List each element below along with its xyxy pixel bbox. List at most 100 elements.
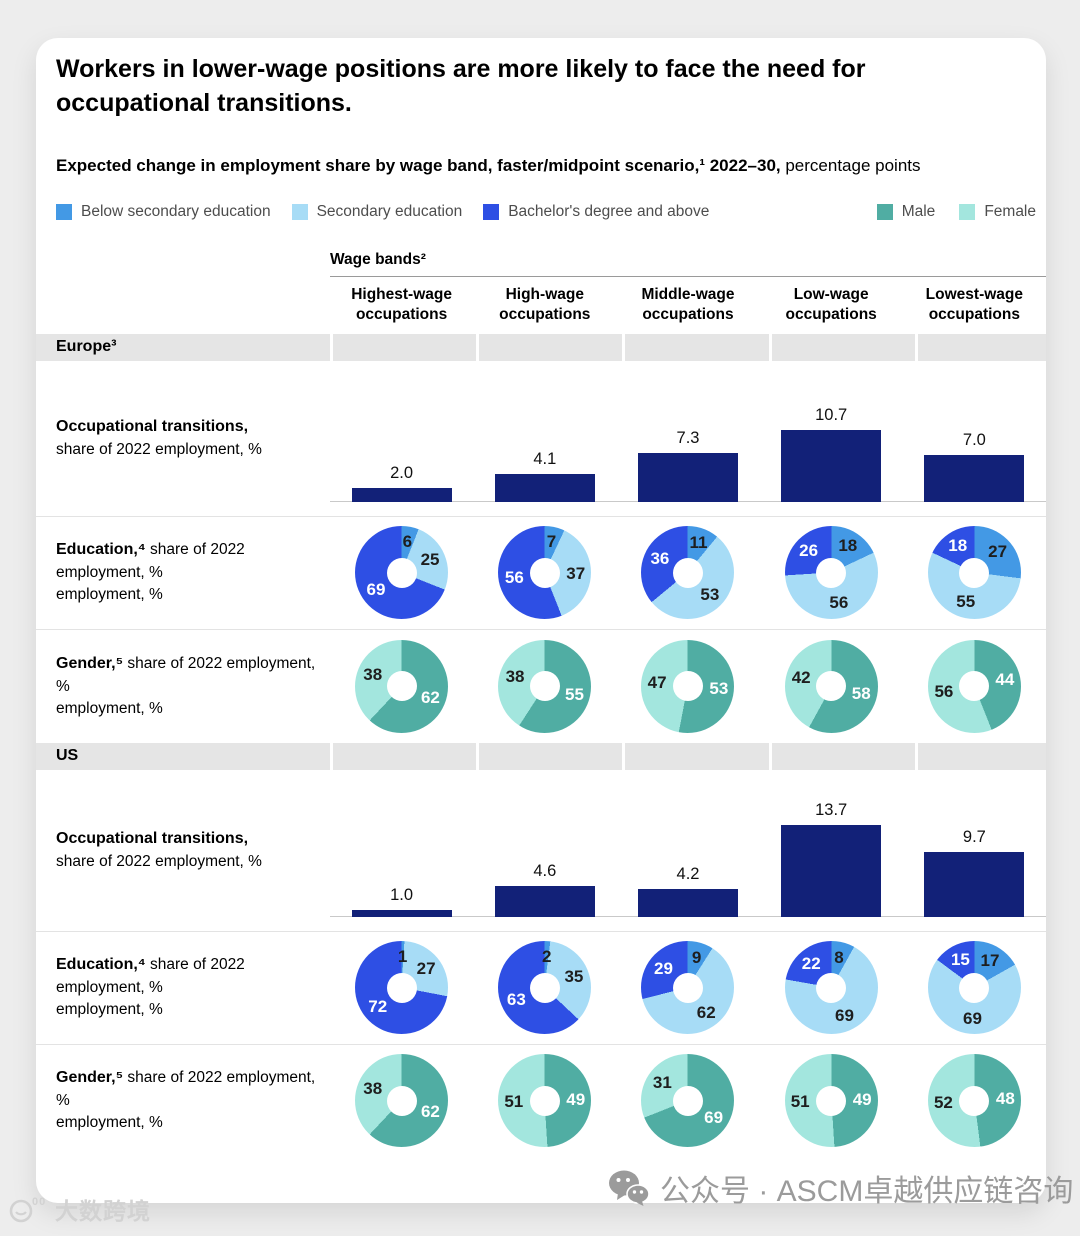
donut-cell: 58 42 bbox=[760, 630, 903, 743]
donut-chart: 6 25 69 bbox=[355, 526, 449, 620]
donut-value-label: 55 bbox=[956, 592, 976, 612]
column-header-highest-wage: Highest-wage occupations bbox=[351, 286, 452, 323]
donut-hole bbox=[529, 1085, 560, 1116]
donut-hole bbox=[386, 972, 417, 1003]
europe-education-donuts: 6 25 69 7 37 56 11 53 36 18 56 26 27 55 18 bbox=[330, 517, 1046, 629]
wage-bands-header: Wage bands² bbox=[36, 251, 1046, 277]
donut-cell: 17 69 15 bbox=[903, 932, 1046, 1044]
section-header-us: US bbox=[36, 742, 1046, 770]
legend: Below secondary education Secondary educ… bbox=[56, 203, 1040, 221]
donut-hole bbox=[529, 557, 560, 588]
bar bbox=[351, 488, 452, 502]
legend-item-below-secondary: Below secondary education bbox=[56, 203, 271, 221]
page-title: Workers in lower-wage positions are more… bbox=[56, 55, 866, 117]
wechat-icon bbox=[609, 1170, 650, 1206]
bar-cell: 4.2 bbox=[616, 865, 759, 917]
donut-cell: 9 62 29 bbox=[616, 932, 759, 1044]
donut-hole bbox=[816, 972, 847, 1003]
donut-chart: 55 38 bbox=[498, 639, 592, 733]
donut-value-label: 17 bbox=[980, 950, 1000, 970]
bar-value-label: 4.6 bbox=[533, 861, 557, 880]
donut-value-label: 42 bbox=[791, 668, 811, 688]
donut-value-label: 11 bbox=[689, 533, 708, 553]
bar-value-label: 4.1 bbox=[533, 450, 557, 469]
row-europe-education: Education,⁴ share of 2022 employment, % e… bbox=[36, 517, 1046, 629]
column-header-low-wage: Low-wage occupations bbox=[785, 286, 877, 323]
donut-chart: 18 56 26 bbox=[784, 526, 878, 620]
legend-label: Secondary education bbox=[316, 203, 463, 220]
bar-value-label: 4.2 bbox=[676, 864, 700, 883]
watermark-right-text: 公众号 · ASCM卓越供应链咨询 bbox=[660, 1175, 1074, 1208]
donut-cell: 18 56 26 bbox=[760, 517, 903, 629]
us-gender-donuts: 62 38 49 51 69 31 49 51 48 52 bbox=[330, 1045, 1046, 1157]
donut-value-label: 62 bbox=[420, 1102, 440, 1122]
donut-value-label: 27 bbox=[988, 542, 1008, 562]
chart-subtitle: Expected change in employment share by w… bbox=[56, 156, 1026, 176]
divider bbox=[36, 1043, 1046, 1045]
bar bbox=[924, 454, 1025, 502]
donut-chart: 2 35 63 bbox=[498, 941, 592, 1035]
donut-chart: 1 27 72 bbox=[355, 941, 449, 1035]
europe-transitions-bar-chart: 2.0 4.1 7.3 10.7 7.0 bbox=[330, 361, 1046, 516]
watermark-dashu: 00 大数跨境 bbox=[8, 1192, 151, 1226]
donut-value-label: 69 bbox=[366, 580, 386, 600]
bar-cell: 10.7 bbox=[760, 406, 903, 502]
svg-text:00: 00 bbox=[32, 1196, 46, 1208]
donut-chart: 49 51 bbox=[784, 1054, 878, 1148]
wage-bands-underline: Wage bands² bbox=[330, 251, 1046, 277]
donut-cell: 44 56 bbox=[903, 630, 1046, 743]
bar-value-label: 13.7 bbox=[815, 800, 848, 819]
donut-chart: 48 52 bbox=[927, 1054, 1021, 1148]
column-headers: Highest-wage occupations High-wage occup… bbox=[36, 277, 1046, 334]
donut-cell: 49 51 bbox=[760, 1045, 903, 1157]
divider bbox=[36, 515, 1046, 517]
donut-hole bbox=[529, 972, 560, 1003]
donut-value-label: 9 bbox=[691, 947, 702, 967]
bar bbox=[351, 909, 452, 917]
legend-item-bachelors: Bachelor's degree and above bbox=[483, 203, 709, 221]
donut-hole bbox=[386, 557, 417, 588]
donut-value-label: 18 bbox=[838, 536, 858, 556]
donut-cell: 8 69 22 bbox=[760, 932, 903, 1044]
donut-cell: 55 38 bbox=[473, 630, 616, 743]
donut-value-label: 8 bbox=[834, 947, 844, 967]
donut-value-label: 27 bbox=[416, 958, 436, 978]
donut-cell: 27 55 18 bbox=[903, 517, 1046, 629]
europe-gender-donuts: 62 38 55 38 53 47 58 42 44 56 bbox=[330, 630, 1046, 743]
donut-value-label: 38 bbox=[363, 664, 383, 684]
donut-hole bbox=[959, 671, 990, 702]
subtitle-bold: Expected change in employment share by w… bbox=[56, 156, 781, 175]
donut-hole bbox=[386, 671, 417, 702]
donut-chart: 58 42 bbox=[784, 639, 878, 733]
divider bbox=[36, 930, 1046, 932]
donut-value-label: 55 bbox=[565, 684, 584, 704]
column-header-middle-wage: Middle-wage occupations bbox=[641, 286, 735, 323]
row-us-gender: Gender,⁵ share of 2022 employment, % empl… bbox=[36, 1045, 1046, 1157]
bar bbox=[781, 429, 882, 502]
legend-swatch-female bbox=[959, 204, 976, 220]
donut-chart: 44 56 bbox=[927, 639, 1021, 733]
row-us-transitions: Occupational transitions, share of 2022 e… bbox=[36, 770, 1046, 931]
subtitle-unit: percentage points bbox=[780, 156, 921, 175]
donut-cell: 1 27 72 bbox=[330, 932, 473, 1044]
section-header-europe: Europe³ bbox=[36, 333, 1046, 361]
donut-hole bbox=[816, 671, 847, 702]
donut-value-label: 47 bbox=[647, 673, 667, 693]
donut-value-label: 53 bbox=[700, 584, 720, 604]
bar-cell: 1.0 bbox=[330, 886, 473, 917]
donut-hole bbox=[672, 972, 703, 1003]
donut-value-label: 1 bbox=[397, 946, 408, 966]
legend-item-secondary: Secondary education bbox=[291, 203, 463, 221]
legend-swatch-male bbox=[876, 204, 893, 220]
donut-value-label: 49 bbox=[566, 1089, 586, 1109]
donut-value-label: 15 bbox=[950, 949, 970, 969]
donut-value-label: 25 bbox=[420, 550, 440, 570]
us-transitions-bar-chart: 1.0 4.6 4.2 13.7 9.7 bbox=[330, 770, 1046, 931]
donut-value-label: 29 bbox=[654, 958, 673, 978]
donut-cell: 69 31 bbox=[616, 1045, 759, 1157]
wage-bands-label: Wage bands² bbox=[330, 251, 426, 268]
row-europe-transitions: Occupational transitions, share of 2022 e… bbox=[36, 361, 1046, 516]
bar-cell: 2.0 bbox=[330, 464, 473, 502]
bar bbox=[494, 474, 595, 502]
